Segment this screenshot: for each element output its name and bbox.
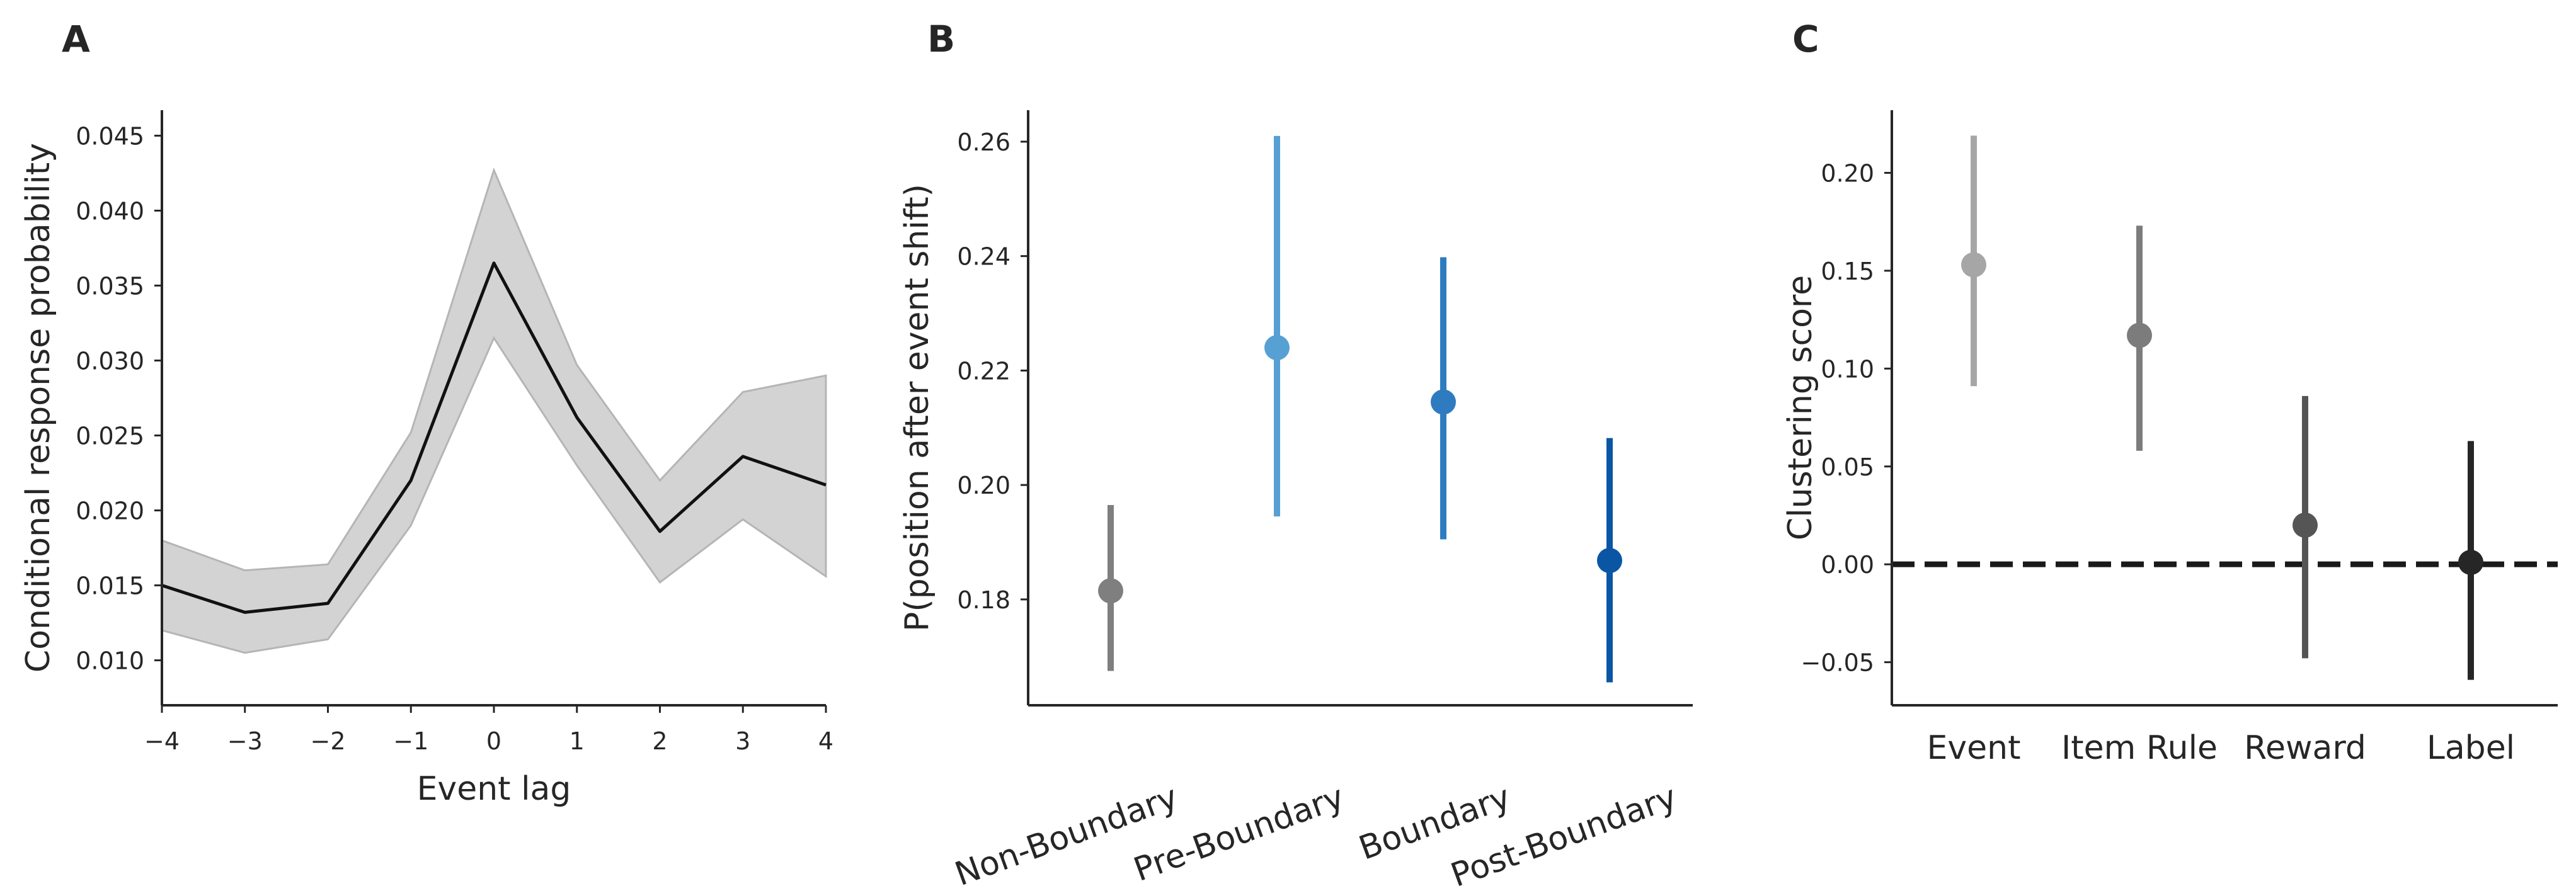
panel-a-x-tick-label: −2 (310, 727, 345, 755)
panel-a-x-tick-label: 1 (570, 727, 585, 755)
panel-a-y-tick-label: 0.035 (76, 273, 144, 300)
panel-c-point-chart: −0.05 0.00 0.05 0.10 0.15 0.20 Event Item Rule R… (1782, 110, 2558, 767)
panel-b-y-tick-label: 0.22 (957, 357, 1010, 385)
panel-c-y-tick-label: 0.20 (1821, 159, 1874, 187)
panel-a-line-chart: 0.010 0.015 0.020 0.025 0.030 0.035 0.040 0.045… (20, 110, 833, 808)
panel-a-x-tick-label: −3 (227, 727, 263, 755)
panel-c-axes: −0.05 0.00 0.05 0.10 0.15 0.20 Event Item Rule R… (1801, 110, 2558, 767)
panel-b-y-tick-label: 0.18 (957, 586, 1010, 614)
panel-letter-a: A (62, 18, 90, 60)
panel-a-x-tick-label: 4 (818, 727, 833, 755)
panel-a-y-tick-label: 0.010 (76, 647, 144, 675)
panel-c-point (2458, 550, 2483, 576)
panel-a-ci-band-group (161, 167, 827, 654)
panel-c-y-tick-label: 0.00 (1821, 551, 1874, 579)
panel-c-point (2127, 322, 2152, 348)
panel-c-point (1961, 252, 1986, 278)
panel-a-y-axis-label: Conditional response probability (20, 143, 57, 673)
panel-c-y-tick-label: 0.05 (1821, 453, 1874, 481)
panel-c-marks-group (1961, 135, 2483, 680)
panel-a-series-line (161, 261, 827, 614)
panel-a-y-tick-label: 0.025 (76, 423, 144, 450)
panel-b-y-tick-label: 0.20 (957, 472, 1010, 499)
panel-c-category-label: Reward (2244, 729, 2366, 767)
panel-c-point (2293, 513, 2318, 538)
panel-a-y-tick-label: 0.045 (76, 122, 144, 150)
panel-a-axes: 0.010 0.015 0.020 0.025 0.030 0.035 0.040 0.045… (76, 110, 833, 755)
panel-a-series-group (161, 261, 827, 614)
panel-b-marks-group (1098, 135, 1622, 683)
panel-a-y-tick-label: 0.040 (76, 197, 144, 225)
panel-a-x-tick-label: −4 (144, 727, 180, 755)
panel-a-y-tick-label: 0.015 (76, 572, 144, 600)
panel-c-category-label: Event (1927, 729, 2021, 767)
panel-b-axes: 0.180.200.220.240.26Non-BoundaryPre-Boun… (950, 110, 1693, 886)
panel-a-x-tick-label: 2 (652, 727, 667, 755)
panel-c-y-axis-label: Clustering score (1782, 275, 1819, 540)
panel-c-y-tick-label: −0.05 (1801, 649, 1874, 677)
panel-b-y-axis-label: P(position after event shift) (898, 184, 936, 632)
panel-a-y-tick-label: 0.030 (76, 348, 144, 375)
panel-b-point (1264, 335, 1290, 361)
panel-b-point (1431, 389, 1456, 415)
panel-a-y-tick-label: 0.020 (76, 497, 144, 525)
panel-b-y-tick-label: 0.24 (957, 243, 1010, 271)
panel-b-point (1597, 548, 1622, 574)
panel-letter-b: B (927, 18, 955, 60)
panel-b-point-chart: 0.180.200.220.240.26Non-BoundaryPre-Boun… (898, 110, 1693, 886)
panel-b-y-tick-label: 0.26 (957, 128, 1010, 156)
panel-letter-c: C (1792, 18, 1819, 60)
panel-a-x-tick-label: 3 (735, 727, 750, 755)
panel-a-ci-band (161, 167, 827, 654)
panel-a-x-axis-label: Event lag (417, 770, 571, 808)
panel-c-category-label: Item Rule (2061, 729, 2218, 767)
panel-a-x-tick-label: −1 (393, 727, 428, 755)
panel-c-y-tick-label: 0.15 (1821, 258, 1874, 285)
panel-b-point (1098, 578, 1123, 604)
panel-c-category-label: Label (2427, 729, 2515, 767)
panel-c-y-tick-label: 0.10 (1821, 355, 1874, 383)
panel-a-x-tick-label: 0 (486, 727, 501, 755)
